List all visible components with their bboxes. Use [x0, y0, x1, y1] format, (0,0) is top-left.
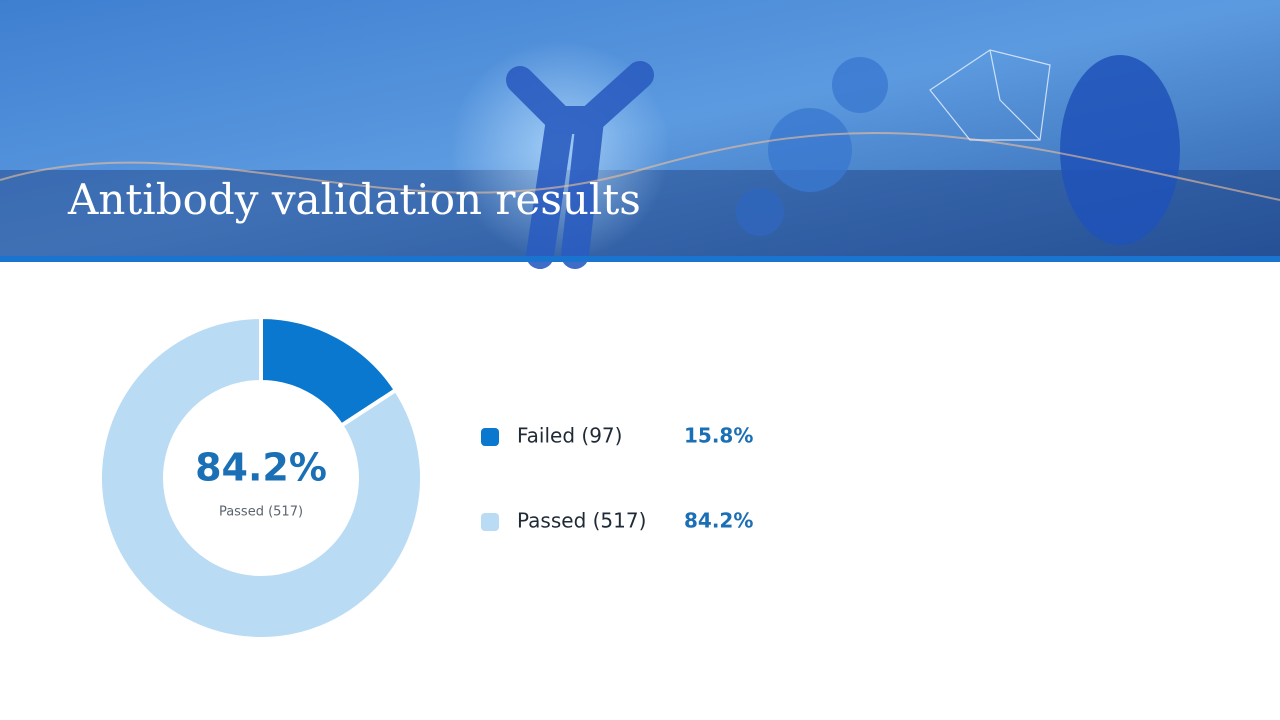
legend-swatch [481, 428, 499, 446]
banner-rule [0, 256, 1280, 262]
legend-value: 15.8% [684, 424, 753, 448]
legend-label: Failed (97) [517, 424, 622, 448]
banner: Antibody validation results [0, 0, 1280, 269]
decoration [736, 188, 784, 236]
decoration [1060, 55, 1180, 245]
legend-swatch [481, 513, 499, 531]
center-label: Passed (517) [219, 505, 303, 520]
decoration [832, 57, 888, 113]
decoration [0, 131, 1280, 201]
donut-slice [98, 314, 424, 641]
decoration [768, 108, 852, 192]
decoration [929, 49, 1051, 141]
chart-title: Antibody validation results [67, 175, 641, 224]
donut-chart: 84.2% Passed (517) Failed (97) 15.8% Passed … [98, 314, 753, 641]
legend-label: Passed (517) [517, 509, 646, 533]
legend-value: 84.2% [684, 509, 753, 533]
center-value: 84.2% [195, 446, 327, 490]
decoration [506, 61, 654, 269]
